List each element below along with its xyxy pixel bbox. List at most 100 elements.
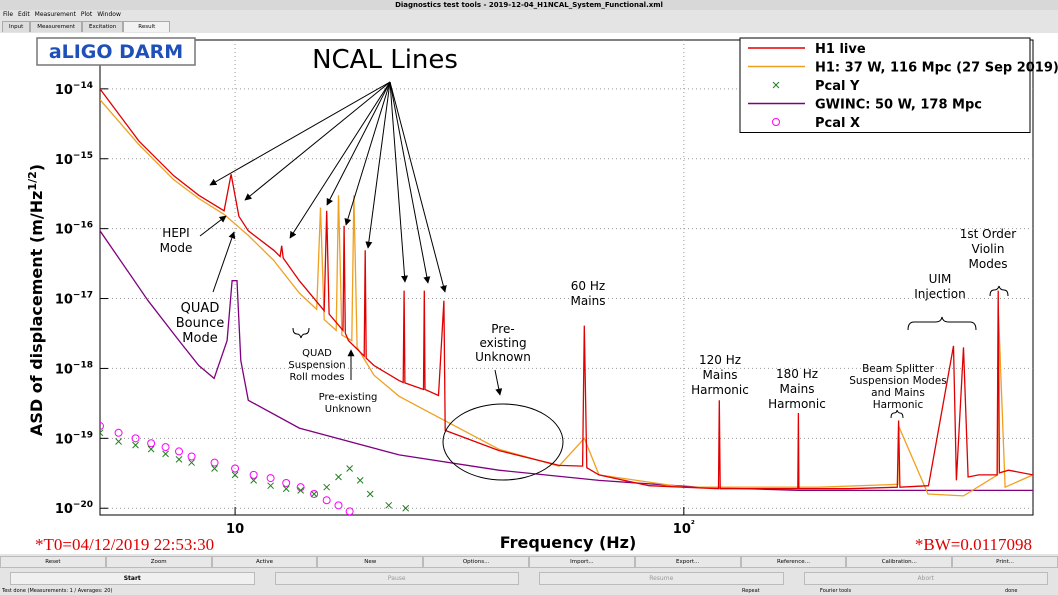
- marker-circle: [131, 434, 140, 443]
- bw-label: *BW=0.0117098: [915, 535, 1032, 554]
- annotation: Roll modes: [290, 372, 345, 383]
- marker-circle: [266, 474, 275, 483]
- button[interactable]: New: [317, 556, 424, 568]
- annotation: 1st Order: [960, 227, 1017, 241]
- marker-x: [175, 456, 183, 463]
- status-field: Test done (Measurements: 1 / Averages: 2…: [2, 588, 113, 594]
- legend-box: [739, 37, 1031, 133]
- annotation: existing: [479, 336, 526, 350]
- annotation: Suspension Modes: [849, 375, 946, 387]
- annotation: NCAL Lines: [312, 45, 458, 75]
- button[interactable]: Print...: [952, 556, 1058, 568]
- marker-x: [100, 429, 104, 437]
- control-row: Start Pause Resume Abort: [0, 572, 1058, 585]
- annotation: Suspension: [288, 360, 345, 371]
- annotation: Bounce: [176, 316, 225, 331]
- tab[interactable]: Input: [2, 21, 31, 32]
- control-button[interactable]: Start: [10, 572, 255, 585]
- control-button[interactable]: Resume: [539, 572, 784, 585]
- marker-x: [211, 465, 218, 472]
- y-tick-label: 10−18: [55, 360, 93, 377]
- menu-item[interactable]: Plot: [80, 11, 93, 18]
- annotation: Mains: [703, 368, 738, 382]
- marker-x: [310, 490, 318, 498]
- status-field: done: [1005, 588, 1018, 594]
- marker-x: [385, 501, 393, 509]
- tab[interactable]: Result: [123, 21, 171, 32]
- button[interactable]: Options...: [423, 556, 529, 568]
- annotation: Unknown: [475, 350, 531, 364]
- marker-circle: [175, 447, 184, 456]
- control-button[interactable]: Pause: [274, 572, 519, 585]
- button[interactable]: Zoom: [105, 556, 212, 568]
- marker-x: [402, 504, 410, 512]
- marker-x: [147, 445, 155, 453]
- status-field: Repeat: [742, 588, 760, 594]
- legend-swatch: [772, 118, 780, 126]
- control-button[interactable]: Abort: [803, 572, 1048, 585]
- annotation: Mode: [160, 241, 193, 255]
- annotation-arrows: [199, 81, 1009, 481]
- marker-x: [267, 482, 274, 490]
- annotation: Mode: [182, 331, 217, 346]
- legend-label: Pcal Y: [815, 79, 860, 94]
- status-field: Fourier tools: [820, 588, 852, 594]
- legend-label: Pcal X: [815, 116, 860, 131]
- annotation: Modes: [969, 257, 1008, 271]
- marker-x: [323, 483, 331, 491]
- button[interactable]: Reset: [0, 556, 106, 568]
- button[interactable]: Reference...: [740, 556, 847, 568]
- legend-label: H1 live: [815, 42, 866, 57]
- marker-circle: [322, 496, 331, 505]
- marker-circle: [345, 507, 354, 515]
- marker-x: [282, 485, 290, 493]
- annotation: UIM: [929, 272, 952, 286]
- marker-x: [297, 487, 305, 494]
- label-box-text: aLIGO DARM: [49, 41, 183, 63]
- annotation: HEPI: [162, 226, 189, 240]
- annotation: 120 Hz: [699, 353, 741, 367]
- marker-x: [132, 441, 139, 449]
- marker-circle: [161, 443, 170, 452]
- x-tick-label: 10: [226, 522, 244, 537]
- marker-circle: [282, 478, 291, 487]
- menu-item[interactable]: Edit: [18, 11, 30, 18]
- y-tick-label: 10−15: [55, 151, 93, 168]
- annotation: 180 Hz: [776, 367, 818, 381]
- button-row: Reset Zoom Active New Options... Import... Exp…: [0, 556, 1058, 568]
- marker-circle: [114, 428, 123, 437]
- annotation: Violin: [972, 242, 1005, 256]
- button[interactable]: Active: [211, 556, 318, 568]
- menu-item[interactable]: Measurement: [34, 11, 76, 18]
- marker-circle: [249, 470, 258, 479]
- menu-item[interactable]: Window: [97, 11, 121, 18]
- annotation: QUAD: [181, 301, 220, 316]
- y-tick-label: 10−16: [55, 221, 93, 238]
- tab[interactable]: Excitation: [82, 21, 124, 32]
- legend-label: GWINC: 50 W, 178 Mpc: [815, 98, 982, 113]
- marker-x: [231, 471, 239, 479]
- tab[interactable]: Measurement: [30, 21, 83, 32]
- annotation: Injection: [914, 287, 965, 301]
- series-line: [100, 99, 1033, 497]
- marker-x: [115, 438, 122, 445]
- marker-circle: [147, 439, 156, 448]
- button[interactable]: Export...: [634, 556, 741, 568]
- annotation: Unknown: [325, 404, 371, 415]
- button[interactable]: Import...: [528, 556, 635, 568]
- marker-circle: [310, 489, 319, 498]
- window-title: Diagnostics test tools - 2019-12-04_H1NC…: [0, 0, 1058, 10]
- marker-circle: [100, 422, 104, 431]
- x-axis-label: Frequency (Hz): [500, 533, 637, 552]
- t0-label: *T0=04/12/2019 22:53:30: [35, 535, 214, 554]
- label-box: [36, 37, 196, 66]
- marker-circle: [187, 452, 196, 461]
- menu-item[interactable]: File: [3, 11, 14, 18]
- marker-x: [366, 490, 374, 498]
- annotation: Harmonic: [768, 397, 826, 411]
- y-tick-label: 10−20: [55, 500, 93, 517]
- button[interactable]: Calibration...: [846, 556, 953, 568]
- annotation: Pre-: [491, 322, 514, 336]
